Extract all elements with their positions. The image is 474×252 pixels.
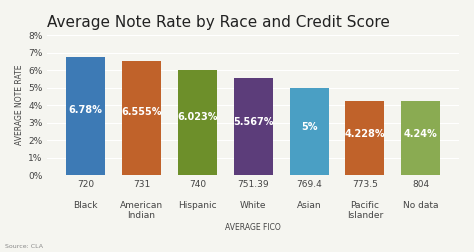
Text: 5%: 5% [301,122,317,132]
Text: 4.24%: 4.24% [404,129,438,139]
Text: 4.228%: 4.228% [345,130,385,140]
Y-axis label: AVERAGE NOTE RATE: AVERAGE NOTE RATE [15,65,24,145]
Bar [178,70,217,175]
Bar [346,101,384,175]
X-axis label: AVERAGE FICO: AVERAGE FICO [225,223,281,232]
Text: 5.567%: 5.567% [233,117,273,127]
Bar [122,60,161,175]
Text: 6.555%: 6.555% [121,107,162,117]
Text: Source: CLA: Source: CLA [5,244,43,249]
Text: Average Note Rate by Race and Credit Score: Average Note Rate by Race and Credit Sco… [47,15,390,30]
Bar [234,78,273,175]
Text: 6.78%: 6.78% [69,105,102,115]
Bar [66,57,105,175]
Text: 6.023%: 6.023% [177,112,218,122]
Bar [401,101,440,175]
Bar [290,88,328,175]
